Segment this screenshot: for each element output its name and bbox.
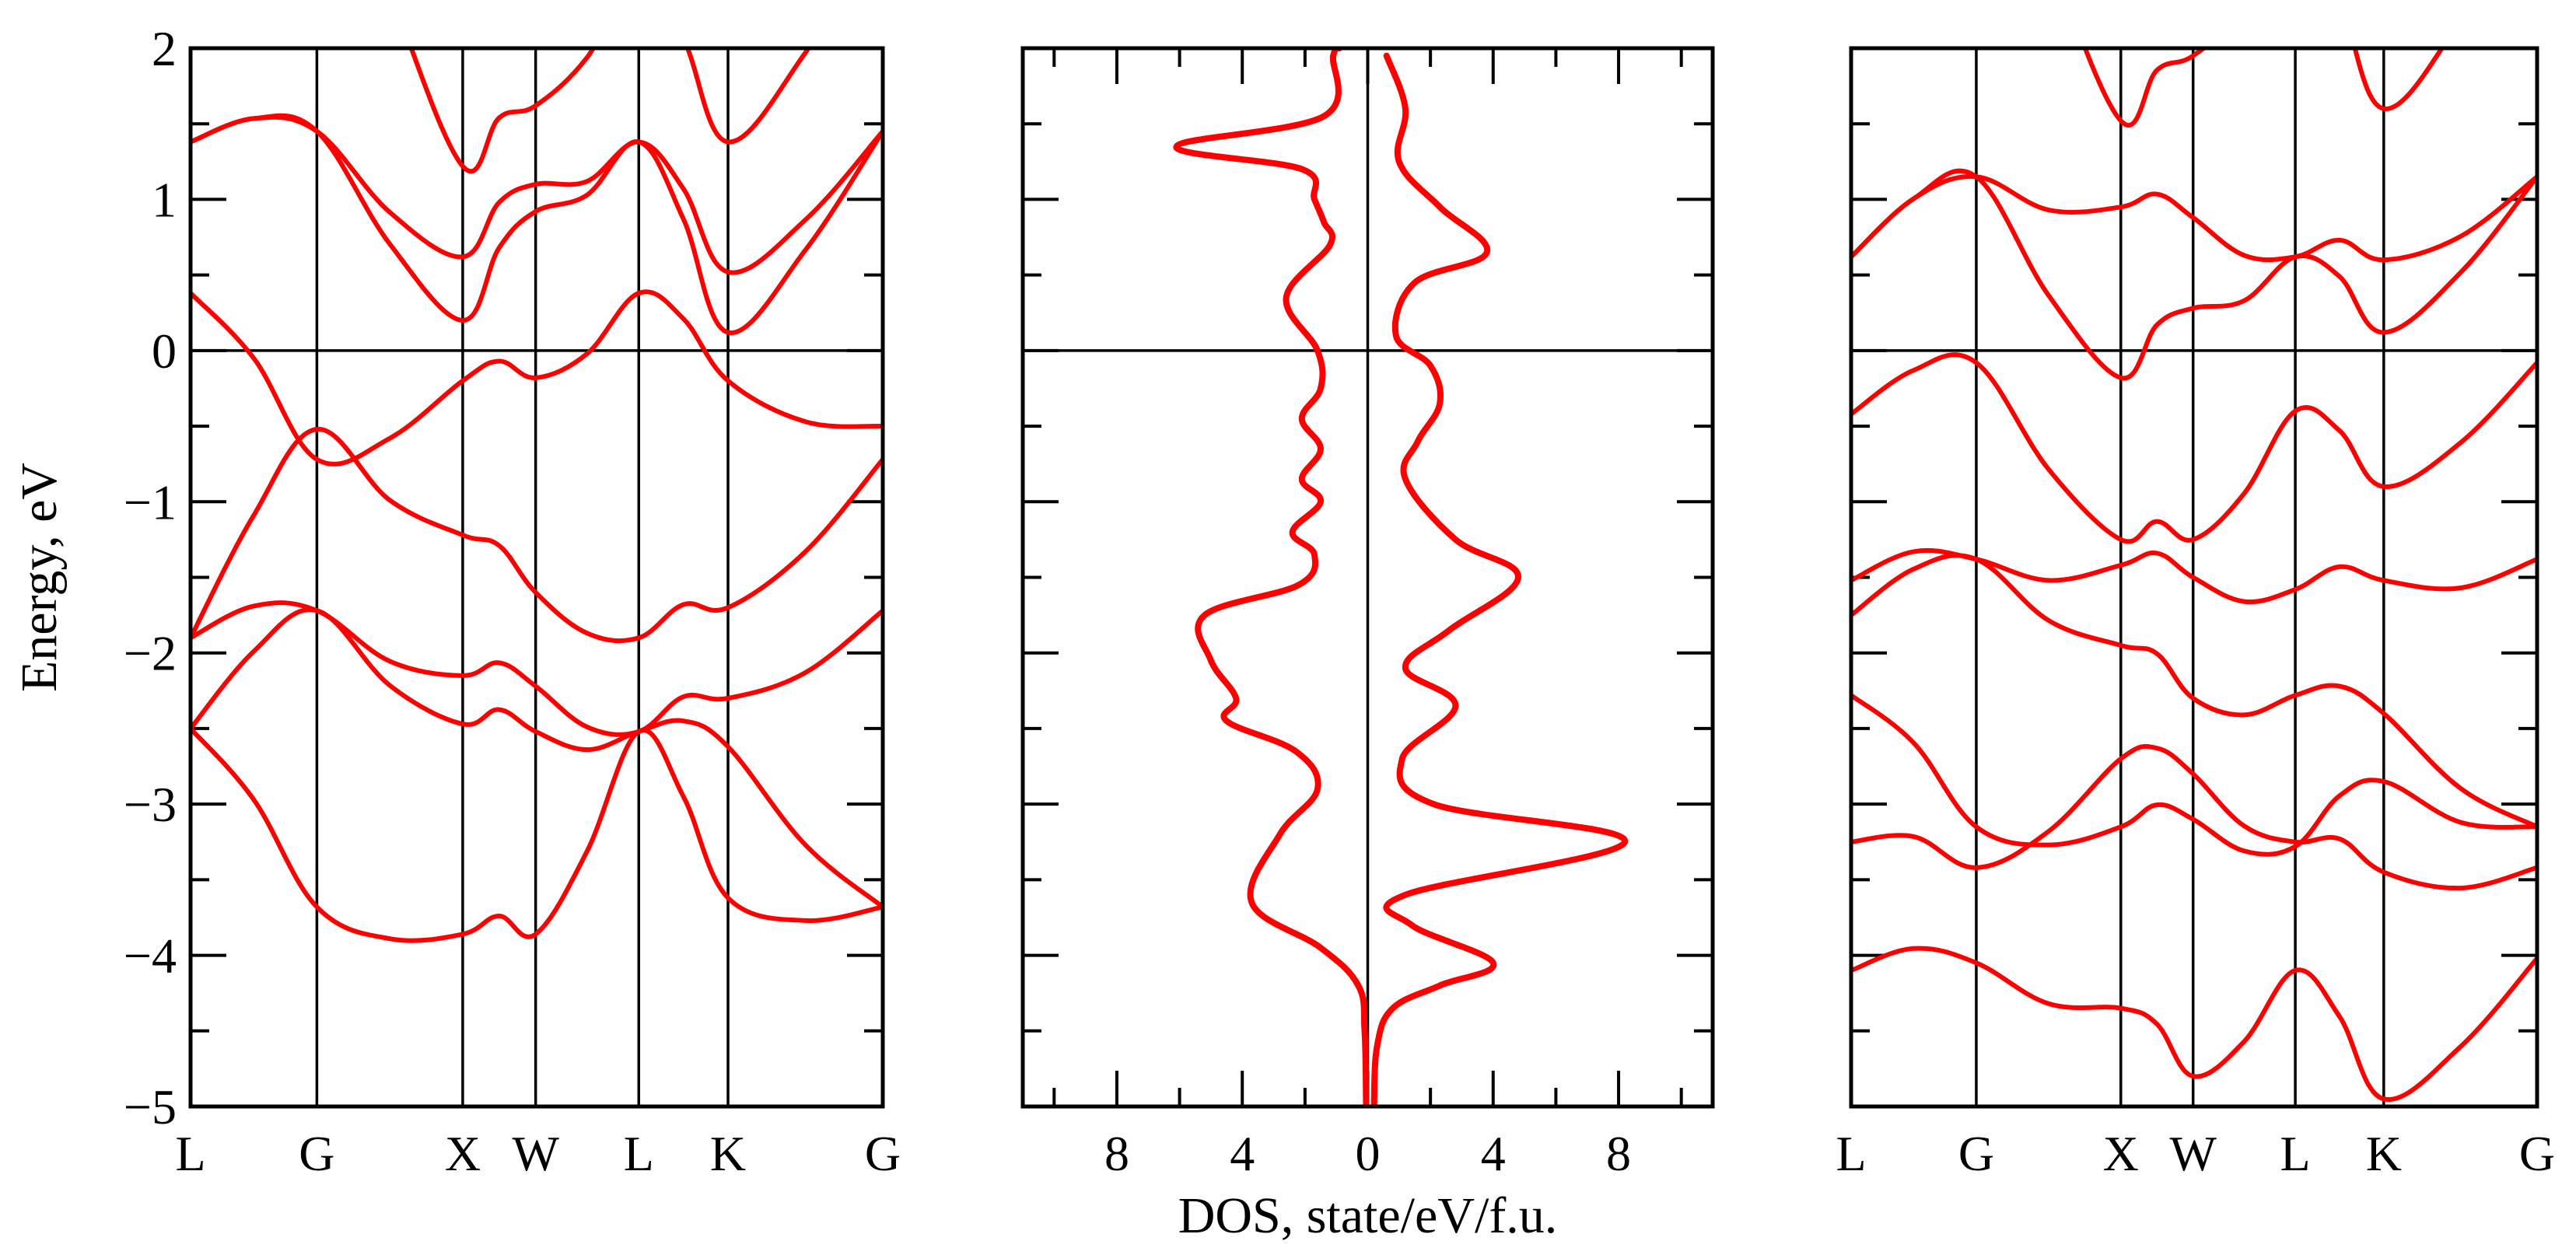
y-axis-label: Energy, eV <box>11 463 68 692</box>
k-point-label: L <box>2280 1126 2311 1181</box>
y-tick-label: 2 <box>152 21 177 76</box>
y-tick-label: −2 <box>124 626 177 681</box>
y-tick-label: −1 <box>124 474 177 530</box>
plot-frame <box>188 46 885 1109</box>
x-tick-label: 0 <box>1356 1126 1381 1181</box>
x-axis-label: DOS, state/eV/f.u. <box>1178 1187 1558 1244</box>
dos-curve <box>1370 52 1629 1106</box>
band-curve <box>1851 352 2537 544</box>
k-point-label: L <box>1836 1126 1866 1181</box>
band-curve <box>191 600 883 737</box>
k-point-label: W <box>2169 1126 2217 1181</box>
band-curve <box>191 607 883 910</box>
band-curve <box>1851 946 2537 1103</box>
band-curve <box>1851 173 2537 263</box>
band-curve <box>408 48 812 174</box>
y-tick-label: 0 <box>152 323 177 379</box>
plot-frame <box>1020 46 1715 1109</box>
x-tick-label: 8 <box>1606 1126 1631 1181</box>
k-point-label: K <box>710 1126 746 1181</box>
band-curve <box>1851 693 2537 857</box>
k-point-label: W <box>512 1126 559 1181</box>
y-tick-label: −5 <box>124 1079 177 1134</box>
k-point-label: K <box>2366 1126 2402 1181</box>
band-curve <box>191 426 883 644</box>
band-curve <box>191 114 883 275</box>
x-tick-label: 4 <box>1230 1126 1255 1181</box>
x-tick-label: 4 <box>1481 1126 1506 1181</box>
y-tick-label: 1 <box>152 172 177 227</box>
plot-frame <box>1849 46 2539 1109</box>
k-point-label: G <box>2519 1126 2555 1181</box>
band-curve <box>1851 743 2537 891</box>
k-point-label: L <box>175 1126 205 1181</box>
dos-curve <box>1173 48 1370 1106</box>
band-curve <box>191 289 883 467</box>
band-curve <box>191 113 883 335</box>
band-curve <box>2082 48 2445 128</box>
band-structure-left-panel: −5 −4 −3 −2 −1 0 1 2 Energy, eV L G X W L K G <box>11 21 901 1181</box>
k-point-label: G <box>1958 1126 1994 1181</box>
k-point-label: G <box>865 1126 901 1181</box>
y-tick-label: −3 <box>124 777 177 832</box>
dos-panel: 8 4 0 4 8 DOS, state/eV/f.u. <box>1020 46 1715 1244</box>
k-point-label: X <box>445 1126 481 1181</box>
band-curve <box>1851 547 2537 605</box>
k-point-label: G <box>299 1126 334 1181</box>
k-point-label: L <box>624 1126 654 1181</box>
k-point-label: X <box>2103 1126 2139 1181</box>
x-tick-label: 8 <box>1104 1126 1129 1181</box>
band-curve <box>191 725 883 943</box>
y-tick-label: −4 <box>124 928 177 984</box>
